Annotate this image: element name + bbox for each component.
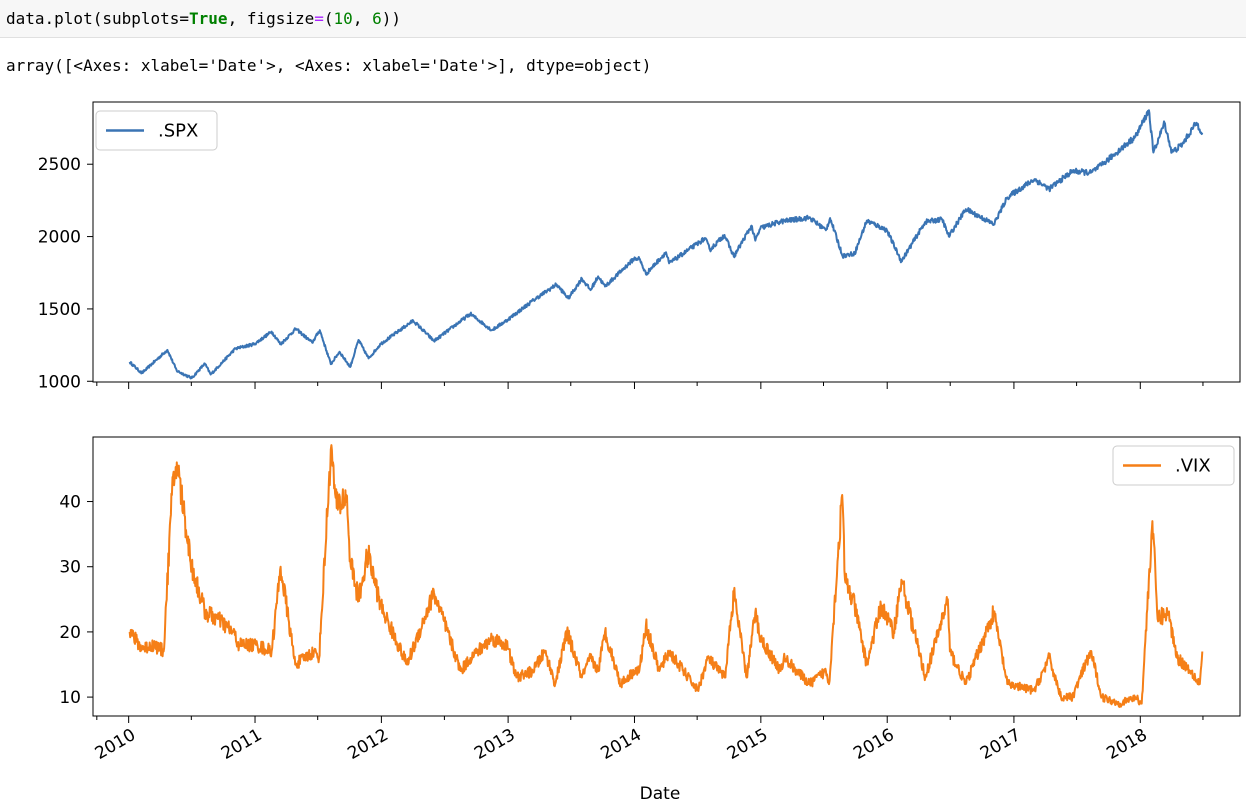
y-tick-label: 2500 [38,155,81,175]
code-suffix: )) [381,9,401,28]
axes-frame [92,436,1241,717]
code-mid: , figsize [227,9,315,28]
x-tick-label: 2011 [218,725,265,764]
subplots-figure: 1000 1500 2000 2500 .SPX 10 20 30 40 .VIX 2010 2011… [38,101,1241,804]
y-tick-label: 1000 [38,372,81,392]
x-tick-label: 2017 [977,725,1024,764]
y-tick-label: 2000 [38,228,81,248]
code-prefix: data.plot(subplots= [6,9,190,28]
x-axis-label: Date [640,784,681,804]
code-paren: ( [323,9,334,28]
legend-box [95,110,218,151]
subplot-1: 1000 1500 2000 2500 .SPX [38,101,1241,392]
y-tick-label: 10 [59,688,81,708]
code-operator: = [314,9,324,28]
vix-series-line [128,444,1204,708]
cell-output-text: array([<Axes: xlabel='Date'>, <Axes: xla… [6,56,652,75]
y-tick-label: 30 [59,558,81,578]
code-keyword-true: True [189,9,228,28]
y-tick-label: 1500 [38,300,81,320]
y-tick-label: 20 [59,623,81,643]
y-tick-label: 40 [59,493,81,513]
axes-frame [92,101,1241,383]
legend-label: .VIX [1175,456,1211,477]
legend: .VIX [1112,445,1235,486]
x-tick-label: 2016 [850,725,897,764]
spx-series-line [128,109,1204,380]
x-tick-label: 2018 [1103,725,1150,764]
code-cell[interactable]: data.plot(subplots=True, figsize=(10, 6)… [0,0,1246,38]
legend: .SPX [95,110,218,151]
x-tick-label: 2012 [344,725,391,764]
legend-box [1112,445,1235,486]
legend-label: .SPX [158,121,198,142]
code-number-10: 10 [333,9,353,28]
x-tick-label: 2015 [724,725,771,764]
subplot-2: 10 20 30 40 .VIX [59,436,1241,723]
x-tick-label: 2014 [598,725,645,764]
x-tick-label: 2010 [92,725,139,764]
code-number-6: 6 [372,9,382,28]
code-comma: , [352,9,373,28]
x-tick-label: 2013 [471,725,518,764]
